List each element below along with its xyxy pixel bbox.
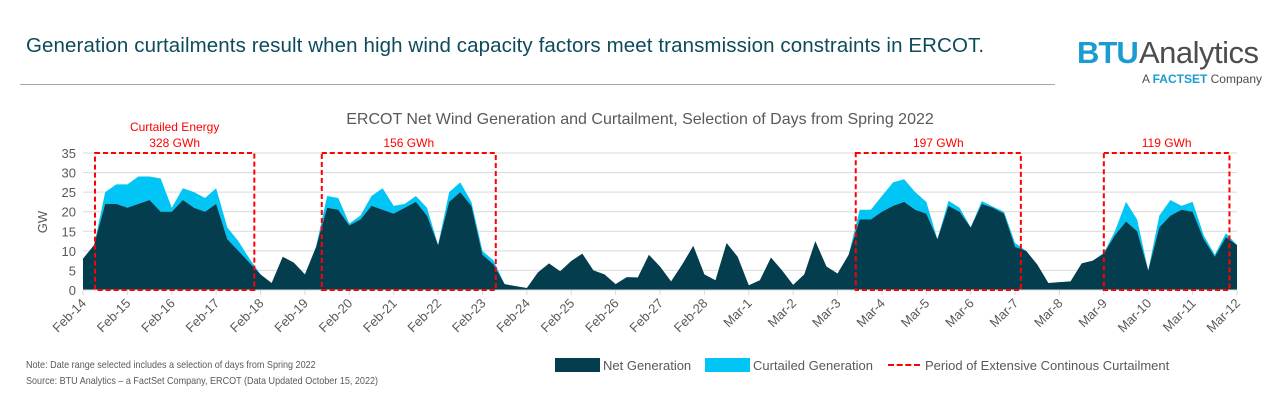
curtailment-period-box: [93, 152, 256, 291]
x-tick-label: Mar-7: [987, 296, 1022, 331]
x-tick-label: Mar-1: [720, 296, 755, 331]
x-tick-label: Feb-18: [227, 296, 267, 336]
net-generation-swatch: [555, 358, 600, 372]
legend-net-generation: Net Generation: [555, 357, 691, 373]
legend-label: Period of Extensive Continous Curtailmen…: [925, 357, 1170, 373]
x-tick-label: Mar-2: [765, 296, 800, 331]
x-tick-label: Feb-16: [138, 296, 178, 336]
curtailed-energy-label: 328 GWh: [149, 136, 200, 150]
headline: Generation curtailments result when high…: [26, 34, 985, 57]
legend-curtailed-generation: Curtailed Generation: [705, 357, 873, 373]
y-tick-label: 30: [62, 166, 76, 181]
dashed-line-swatch: [888, 364, 920, 366]
y-axis-label: GW: [35, 210, 50, 233]
curtailment-period-box: [1102, 152, 1231, 291]
logo-brand: BTU: [1077, 35, 1139, 70]
annotation-label: Curtailed Energy: [130, 120, 219, 134]
curtailed-energy-label: 156 GWh: [383, 136, 434, 150]
x-tick-label: Mar-9: [1075, 296, 1110, 331]
curtailment-period-box: [854, 152, 1022, 291]
x-tick-label: Mar-12: [1203, 296, 1243, 336]
legend-label: Curtailed Generation: [753, 357, 873, 373]
x-tick-label: Feb-17: [183, 296, 223, 336]
logo-brand-2: Analytics: [1139, 35, 1259, 70]
x-tick-label: Feb-21: [360, 296, 400, 336]
btu-analytics-logo: BTU Analytics A FACTSET Company: [1077, 35, 1267, 93]
y-tick-label: 15: [62, 224, 76, 239]
curtailed-generation-area: [83, 176, 1237, 289]
x-tick-label: Mar-3: [809, 296, 844, 331]
x-tick-label: Mar-6: [942, 296, 977, 331]
x-tick-label: Mar-10: [1115, 296, 1155, 336]
legend-curtailment-period: Period of Extensive Continous Curtailmen…: [888, 357, 1169, 373]
x-tick-label: Feb-22: [404, 296, 444, 336]
y-tick-label: 25: [62, 185, 76, 200]
x-tick-label: Feb-19: [271, 296, 311, 336]
chart-title: ERCOT Net Wind Generation and Curtailmen…: [346, 111, 934, 128]
net-generation-area: [83, 192, 1237, 290]
x-tick-label: Feb-23: [449, 296, 489, 336]
curtailed-energy-label: 119 GWh: [1142, 136, 1192, 150]
y-tick-label: 35: [62, 146, 76, 161]
y-tick-label: 0: [69, 283, 76, 298]
curtailment-period-box: [320, 152, 497, 291]
x-tick-label: Mar-8: [1031, 296, 1066, 331]
x-tick-label: Feb-28: [671, 296, 711, 336]
curtailed-energy-label: 197 GWh: [913, 136, 964, 150]
logo-tagline: A FACTSET Company: [1141, 72, 1262, 86]
x-tick-label: Mar-5: [898, 296, 933, 331]
x-tick-label: Feb-27: [626, 296, 666, 336]
x-tick-label: Feb-20: [316, 296, 356, 336]
x-tick-label: Feb-14: [49, 296, 89, 336]
x-tick-label: Mar-11: [1160, 296, 1199, 335]
x-tick-label: Feb-25: [538, 296, 578, 336]
source-note: Source: BTU Analytics – a FactSet Compan…: [26, 375, 379, 387]
y-tick-label: 5: [69, 263, 76, 278]
legend-label: Net Generation: [603, 357, 692, 373]
footnote: Note: Date range selected includes a sel…: [26, 359, 316, 371]
x-tick-label: Feb-26: [582, 296, 622, 336]
y-tick-label: 10: [62, 244, 76, 259]
divider: [20, 84, 1055, 85]
x-tick-label: Feb-24: [493, 296, 533, 336]
x-tick-label: Mar-4: [853, 296, 888, 331]
x-tick-label: Feb-15: [94, 296, 134, 336]
curtailed-generation-swatch: [705, 358, 750, 372]
y-tick-label: 20: [62, 205, 76, 220]
